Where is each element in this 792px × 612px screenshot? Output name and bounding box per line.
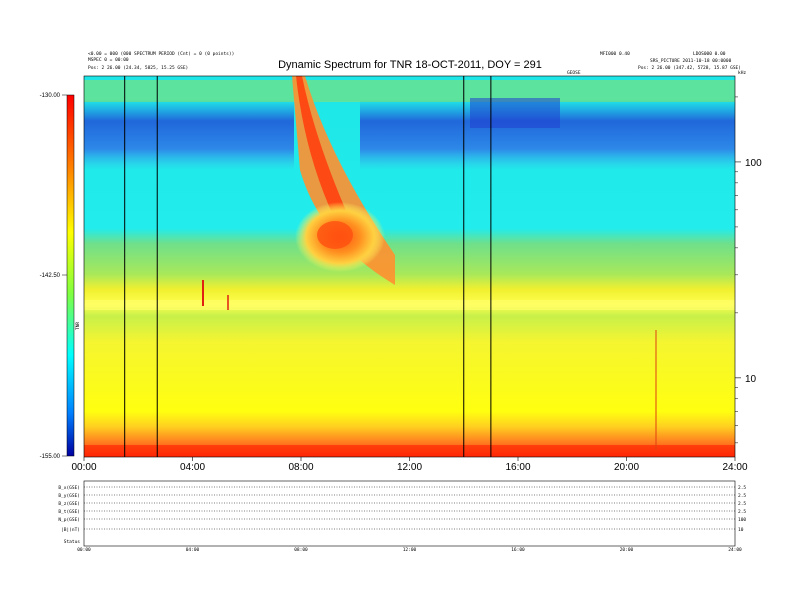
bottom-row-label-3: B_t(GSE) bbox=[58, 509, 80, 515]
header-left-3: Pos: 2 26.00 (24.34, 5825, 15.25 GSE) bbox=[88, 65, 188, 71]
bottom-row-value-2: 2.5 bbox=[738, 501, 746, 507]
y-axis-right-ticks: 100 10 bbox=[735, 96, 762, 444]
bottom-x-tick-2: 08:00 bbox=[294, 547, 308, 553]
colorbar-tick-label-2: -155.00 bbox=[40, 454, 61, 460]
spectrogram bbox=[84, 76, 735, 457]
bottom-row-label-1: B_y(GSE) bbox=[58, 493, 80, 499]
x-tick-label-4: 16:00 bbox=[505, 462, 530, 473]
bottom-x-tick-6: 24:00 bbox=[728, 547, 742, 553]
x-axis-ticks: 00:00 04:00 08:00 12:00 16:00 20:00 24:00 bbox=[71, 457, 748, 473]
colorbar-frame bbox=[66, 94, 75, 457]
x-tick-label-5: 20:00 bbox=[614, 462, 639, 473]
bottom-x-tick-3: 12:00 bbox=[403, 547, 417, 553]
header-right-4: Pos: 2 26.00 (347.42, 5728, 15.87 GSE) bbox=[638, 65, 741, 71]
bottom-row-value-4: 100 bbox=[738, 517, 746, 523]
bottom-row-label-0: B_x(GSE) bbox=[58, 485, 80, 491]
colorbar-ticks: -130.00 -142.50 -155.00 bbox=[40, 93, 67, 460]
bottom-x-tick-4: 16:00 bbox=[511, 547, 525, 553]
corner-unit-label: kHz bbox=[738, 70, 746, 76]
chart-title: Dynamic Spectrum for TNR 18-OCT-2011, DO… bbox=[278, 59, 542, 71]
colorbar-tick-label-1: -142.50 bbox=[40, 273, 61, 279]
x-tick-label-6: 24:00 bbox=[722, 462, 747, 473]
y-tick-label-0: 100 bbox=[745, 158, 762, 169]
header-right-2: LDOS000 0.00 bbox=[693, 51, 726, 57]
x-tick-label-3: 12:00 bbox=[397, 462, 422, 473]
header-right-3: SRS_PICTURE 2011-10-18 00:0000 bbox=[650, 58, 732, 64]
colorbar-tick-label-0: -130.00 bbox=[40, 93, 61, 99]
bottom-row-label-2: B_z(GSE) bbox=[58, 501, 80, 507]
bottom-x-tick-1: 04:00 bbox=[186, 547, 200, 553]
event-lines bbox=[124, 76, 492, 457]
bottom-panel-rows: B_x(GSE) 2.5 B_y(GSE) 2.5 B_z(GSE) 2.5 B_t(GSE… bbox=[58, 485, 746, 545]
bottom-row-value-1: 2.5 bbox=[738, 493, 746, 499]
bottom-x-tick-5: 20:00 bbox=[620, 547, 634, 553]
x-marker-label: GEOSE bbox=[567, 70, 581, 76]
header-left-1: <0.00 = 000 (000 SPECTRUM PERIOD (Cnt) =… bbox=[88, 51, 234, 57]
bottom-x-tick-0: 00:00 bbox=[77, 547, 91, 553]
y-tick-label-1: 10 bbox=[745, 374, 757, 385]
bottom-panel-x-ticks: 00:00 04:00 08:00 12:00 16:00 20:00 24:00 bbox=[77, 547, 742, 553]
colorbar bbox=[67, 95, 74, 456]
bottom-row-label-4: N_p(GSE) bbox=[58, 517, 80, 523]
bottom-row-label-6: Status bbox=[64, 539, 81, 545]
header-left-2: MSPEC 0 = 00:00 bbox=[88, 57, 129, 63]
x-tick-label-1: 04:00 bbox=[180, 462, 205, 473]
bottom-row-value-3: 2.5 bbox=[738, 509, 746, 515]
bottom-row-label-5: |B|(nT) bbox=[61, 527, 80, 533]
bottom-row-value-0: 2.5 bbox=[738, 485, 746, 491]
header-right-1: MFI000 0.40 bbox=[600, 51, 630, 57]
bottom-panel bbox=[83, 480, 736, 547]
bottom-row-value-5: 10 bbox=[738, 527, 744, 533]
x-tick-label-2: 08:00 bbox=[288, 462, 313, 473]
x-tick-label-0: 00:00 bbox=[71, 462, 96, 473]
colorbar-label: TNR bbox=[75, 322, 81, 330]
